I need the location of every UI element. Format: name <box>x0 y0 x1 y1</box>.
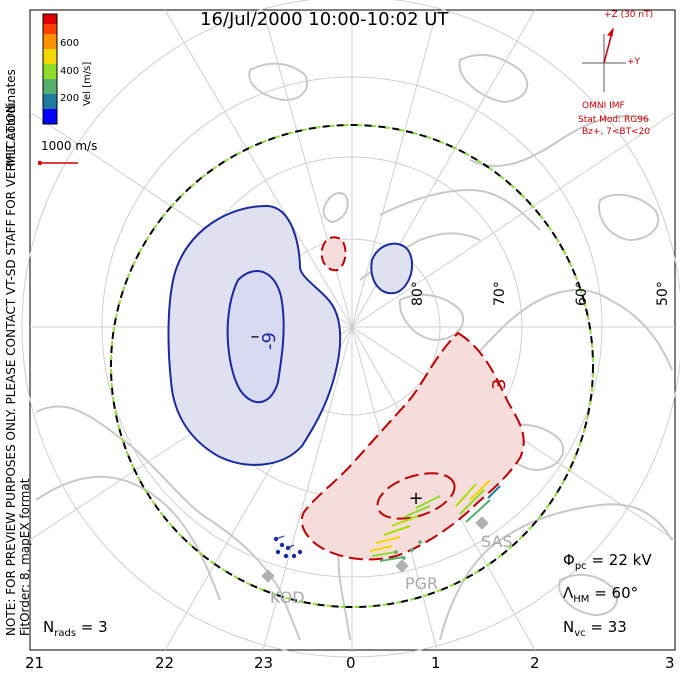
velocity-vectors <box>273 479 501 562</box>
nvc-value: = 33 <box>585 618 627 636</box>
imf-y-label: +Y <box>627 57 641 67</box>
map-title: 16/Jul/2000 10:00-10:02 UT <box>200 9 449 30</box>
vector-scale-origin <box>37 160 43 166</box>
phi-value: = 22 kV <box>586 551 652 569</box>
phi-subscript: pc <box>574 561 587 572</box>
imf-condition: Bz+, 7<BT<20 <box>582 127 651 137</box>
mlt-label-0: 0 <box>346 654 356 672</box>
colorbar-label: Vel [m/s] <box>82 61 93 106</box>
fit-order-note: FitOrder: 8, mapEX format <box>18 478 32 636</box>
latitude-label-80: 80° <box>410 281 426 306</box>
radar-site-markers <box>261 516 489 583</box>
imf-source: OMNI IMF <box>582 101 625 111</box>
preview-note: NOTE: FOR PREVIEW PURPOSES ONLY. PLEASE … <box>4 100 18 636</box>
positive-potential-cell <box>300 331 525 561</box>
radar-site-pgr: PGR <box>405 574 439 593</box>
hmb-latitude: ΛHM = 60° <box>563 584 638 605</box>
nvc-subscript: vc <box>574 628 586 639</box>
negative-potential-inner-contour <box>226 270 285 404</box>
mlt-label-1: 1 <box>431 654 441 672</box>
colorbar-tick-600: 600 <box>60 38 80 49</box>
negative-contour-label: -9 <box>259 332 280 350</box>
lambda-value: = 60° <box>589 584 639 602</box>
radar-site-kod: KOD <box>270 588 305 607</box>
nvc-symbol: N <box>563 618 575 636</box>
sas-site-marker <box>475 516 489 530</box>
cross-polar-potential: Φpc = 22 kV <box>563 551 652 572</box>
min-potential-marker: – <box>251 326 260 347</box>
kod-site-marker <box>261 569 275 583</box>
nrads-value: = 3 <box>76 618 108 636</box>
lambda-subscript: HM <box>573 594 590 605</box>
imf-model: Stat Mod: RG96 <box>578 115 649 125</box>
mlt-label-2: 2 <box>530 654 540 672</box>
radar-count: Nrads = 3 <box>43 618 108 639</box>
vector-scale-label: 1000 m/s <box>41 139 98 153</box>
colorbar-tick-400: 400 <box>60 66 80 77</box>
positive-small-cell <box>320 236 347 272</box>
latitude-label-60: 60° <box>574 281 590 306</box>
vector-count: Nvc = 33 <box>563 618 627 639</box>
phi-symbol: Φ <box>563 551 575 569</box>
negative-small-cell <box>370 242 414 295</box>
imf-z-label: +Z (30 nT) <box>604 10 654 20</box>
max-potential-marker: + <box>408 488 423 509</box>
nrads-subscript: rads <box>54 628 77 639</box>
mlt-label-22: 22 <box>155 654 175 672</box>
positive-potential-inner-contour <box>376 472 456 520</box>
imf-clock <box>582 27 626 92</box>
positive-contour-label: 3 <box>489 378 510 390</box>
radar-site-sas: SAS <box>481 532 513 551</box>
heppner-maynard-boundary <box>110 124 594 608</box>
latitude-label-50: 50° <box>655 281 671 306</box>
lambda-symbol: Λ <box>563 584 574 602</box>
pgr-site-marker <box>395 559 409 573</box>
mlt-label-23: 23 <box>254 654 274 672</box>
mlt-label-3: 3 <box>665 654 675 672</box>
latitude-label-70: 70° <box>492 281 508 306</box>
nrads-symbol: N <box>43 618 55 636</box>
colorbar-tick-200: 200 <box>60 93 80 104</box>
mlt-label-21: 21 <box>25 654 45 672</box>
velocity-colorbar <box>42 13 58 125</box>
